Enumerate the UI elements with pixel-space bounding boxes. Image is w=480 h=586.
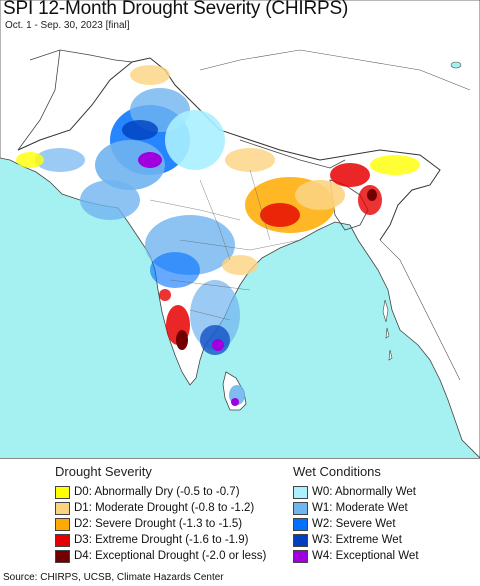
swatch-w4 xyxy=(293,549,308,563)
border-nepal xyxy=(239,139,346,169)
legend-label-w2: W2: Severe Wet xyxy=(312,518,396,530)
swatch-w1 xyxy=(293,501,308,515)
legend-label-d3: D3: Extreme Drought (-1.6 to -1.9) xyxy=(74,534,249,546)
legend-item-w0: W0: Abnormally Wet xyxy=(293,484,416,500)
drought-east xyxy=(130,65,420,350)
map-title: SPI 12-Month Drought Severity (CHIRPS) xyxy=(3,0,349,19)
legend-item-d2: D2: Severe Drought (-1.3 to -1.5) xyxy=(55,516,242,532)
wet-legend-heading: Wet Conditions xyxy=(293,464,381,479)
legend-label-d0: D0: Abnormally Dry (-0.5 to -0.7) xyxy=(74,486,240,498)
border-afghanistan xyxy=(17,49,133,151)
wet-west xyxy=(16,88,245,406)
legend-item-w2: W2: Severe Wet xyxy=(293,516,396,532)
border-myanmar xyxy=(379,239,461,381)
legend-item-d1: D1: Moderate Drought (-0.8 to -1.2) xyxy=(55,500,254,516)
lake xyxy=(450,61,462,69)
legend-label-w1: W1: Moderate Wet xyxy=(312,502,408,514)
legend-item-w4: W4: Exceptional Wet xyxy=(293,548,419,564)
state-borders xyxy=(149,169,301,321)
legend-item-d3: D3: Extreme Drought (-1.6 to -1.9) xyxy=(55,532,248,548)
drought-map: SPI 12-Month Drought Severity (CHIRPS) O… xyxy=(0,0,480,459)
andaman-islands xyxy=(382,299,393,361)
drought-legend-heading: Drought Severity xyxy=(55,464,152,479)
map-canvas xyxy=(0,0,480,458)
legend-label-w0: W0: Abnormally Wet xyxy=(312,486,416,498)
border-tibet xyxy=(199,49,471,91)
south-asia-outline xyxy=(17,57,441,241)
legend-label-d4: D4: Exceptional Drought (-2.0 or less) xyxy=(74,550,267,562)
legend-item-d0: D0: Abnormally Dry (-0.5 to -0.7) xyxy=(55,484,240,500)
legend-label-d1: D1: Moderate Drought (-0.8 to -1.2) xyxy=(74,502,255,514)
swatch-d2 xyxy=(55,517,70,531)
legend: Drought Severity Wet Conditions D0: Abno… xyxy=(0,458,480,570)
swatch-w0 xyxy=(293,485,308,499)
swatch-d4 xyxy=(55,549,70,563)
legend-item-w3: W3: Extreme Wet xyxy=(293,532,402,548)
swatch-d3 xyxy=(55,533,70,547)
legend-item-w1: W1: Moderate Wet xyxy=(293,500,408,516)
swatch-d0 xyxy=(55,485,70,499)
legend-label-d2: D2: Severe Drought (-1.3 to -1.5) xyxy=(74,518,243,530)
source-credit: Source: CHIRPS, UCSB, Climate Hazards Ce… xyxy=(3,572,224,583)
legend-label-w4: W4: Exceptional Wet xyxy=(312,550,419,562)
swatch-d1 xyxy=(55,501,70,515)
legend-label-w3: W3: Extreme Wet xyxy=(312,534,402,546)
legend-item-d4: D4: Exceptional Drought (-2.0 or less) xyxy=(55,548,266,564)
swatch-w3 xyxy=(293,533,308,547)
swatch-w2 xyxy=(293,517,308,531)
map-subtitle: Oct. 1 - Sep. 30, 2023 [final] xyxy=(5,20,130,31)
